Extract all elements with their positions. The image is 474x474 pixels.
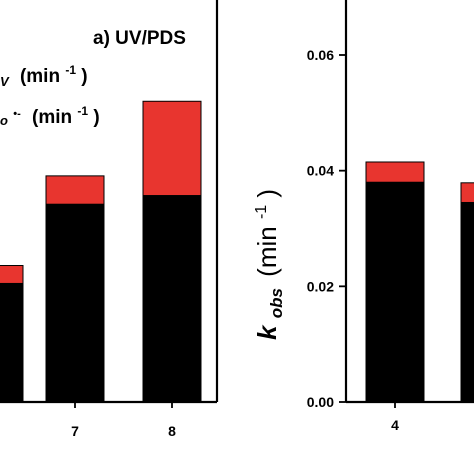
right-bar-base-0 bbox=[365, 181, 425, 403]
legend-entry-uv: V (min -1 ) bbox=[0, 58, 88, 91]
legend-entry-so4: o •- (min -1 ) bbox=[0, 99, 100, 130]
right-y-tick-label: 0.00 bbox=[307, 394, 334, 410]
right-y-tick-label: 0.02 bbox=[307, 278, 334, 294]
right-x-tick-label: 4 bbox=[391, 417, 399, 433]
ylabel-exp: -1 bbox=[253, 205, 270, 219]
ylabel-subscript: obs bbox=[267, 288, 286, 318]
legend-uv-unit: (min bbox=[20, 66, 60, 87]
left-panel-bars bbox=[0, 100, 202, 403]
right-bar-top-0 bbox=[365, 161, 425, 183]
left-panel-title: a) UV/PDS bbox=[93, 28, 186, 49]
left-bar-uv-1 bbox=[45, 203, 105, 403]
legend-so4-charge: •- bbox=[13, 108, 21, 120]
legend-so4-letter: o bbox=[0, 113, 8, 128]
right-bar-top-1 bbox=[460, 182, 474, 203]
legend-so4-unit: (min bbox=[32, 107, 72, 128]
right-y-tick-label: 0.06 bbox=[307, 47, 334, 63]
right-panel-bars bbox=[365, 161, 474, 403]
left-bar-so4-0 bbox=[0, 265, 24, 284]
legend-uv-suffix: V bbox=[0, 74, 10, 89]
left-bar-uv-2 bbox=[142, 195, 202, 403]
legend-so4-close: ) bbox=[93, 107, 99, 128]
right-panel-y-ticks: 0.00 0.02 0.04 0.06 bbox=[307, 47, 346, 410]
right-panel: k obs (min -1 ) 0.00 0.02 0.04 0.06 4 bbox=[242, 0, 474, 433]
right-panel-y-label: k obs (min -1 ) bbox=[242, 189, 288, 340]
left-bar-uv-0 bbox=[0, 282, 24, 403]
legend-uv-close: ) bbox=[81, 66, 87, 87]
left-bar-so4-2 bbox=[142, 100, 202, 197]
ylabel-k: k bbox=[252, 324, 282, 340]
left-x-tick-label: 7 bbox=[71, 423, 79, 439]
left-x-tick-label: 8 bbox=[168, 423, 176, 439]
legend-so4-exp: -1 bbox=[77, 104, 88, 118]
right-panel-x-ticks: 4 bbox=[391, 402, 399, 433]
ylabel-close: ) bbox=[252, 189, 282, 198]
legend-uv-exp: -1 bbox=[65, 63, 76, 77]
ylabel-unit: (min bbox=[252, 226, 282, 277]
right-y-tick-label: 0.04 bbox=[307, 163, 334, 179]
left-bar-so4-1 bbox=[45, 175, 105, 205]
right-bar-base-1 bbox=[460, 201, 474, 403]
